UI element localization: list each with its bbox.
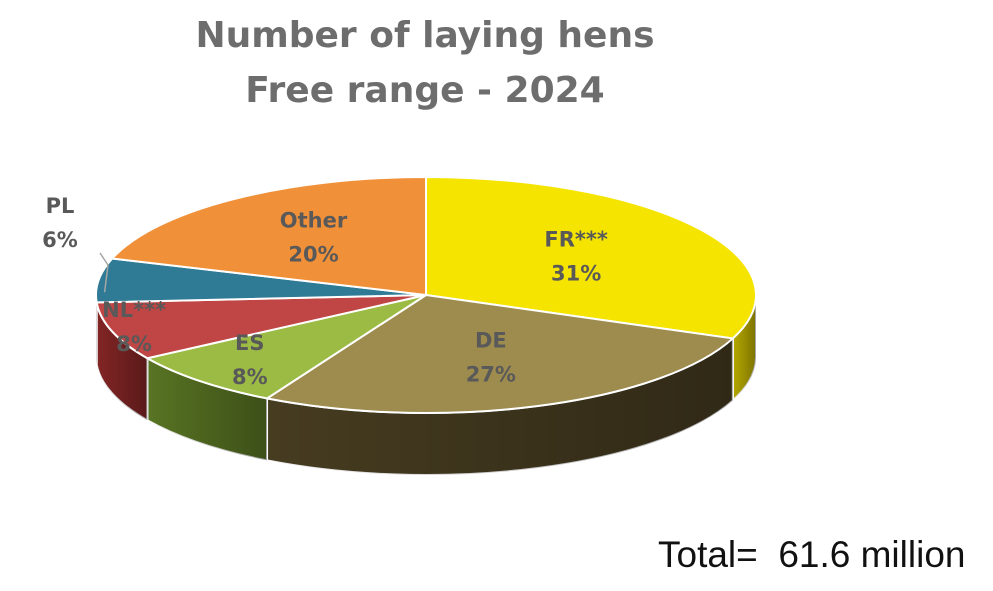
pie-side-shade-fr [732,295,756,401]
total-label: Total= 61.6 million [658,534,966,575]
pie-side-shade-pl [96,295,97,365]
slice-labels: FR*** 31% DE 27% ES 8% NL*** 8% PL 6% Other 20% [42,194,608,389]
leader-lines [99,252,109,293]
pie-side-shade-nl [96,302,148,421]
slice-value-nl: 8% [116,332,152,356]
slice-label-pl: PL [46,194,75,218]
title-line-2: Free range - 2024 [245,70,605,111]
pie-slice-nl [95,294,427,360]
slice-value-other: 20% [288,243,338,267]
pie-side-walls [95,294,757,476]
slice-value-pl: 6% [42,228,78,252]
slice-label-es: ES [235,331,264,355]
slice-value-es: 8% [232,365,268,389]
leader-line-pl [99,252,109,293]
title-line-1: Number of laying hens [195,15,655,56]
slice-label-nl: NL*** [102,298,166,322]
pie-slice-es [144,294,427,400]
slice-label-fr: FR*** [544,228,607,252]
pie-slice-fr [425,175,757,340]
pie-slice-other [110,175,427,297]
chart-title: Number of laying hens Free range - 2024 [0,8,850,118]
slice-value-fr: 31% [551,262,601,286]
pie-side-shade-de [267,338,733,475]
slice-value-de: 27% [466,362,516,386]
slice-label-other: Other [280,209,348,233]
slice-label-de: DE [475,328,507,352]
pie-slice-de [264,293,736,414]
pie-slices [95,175,757,414]
pie-side-shade-es [147,358,268,461]
